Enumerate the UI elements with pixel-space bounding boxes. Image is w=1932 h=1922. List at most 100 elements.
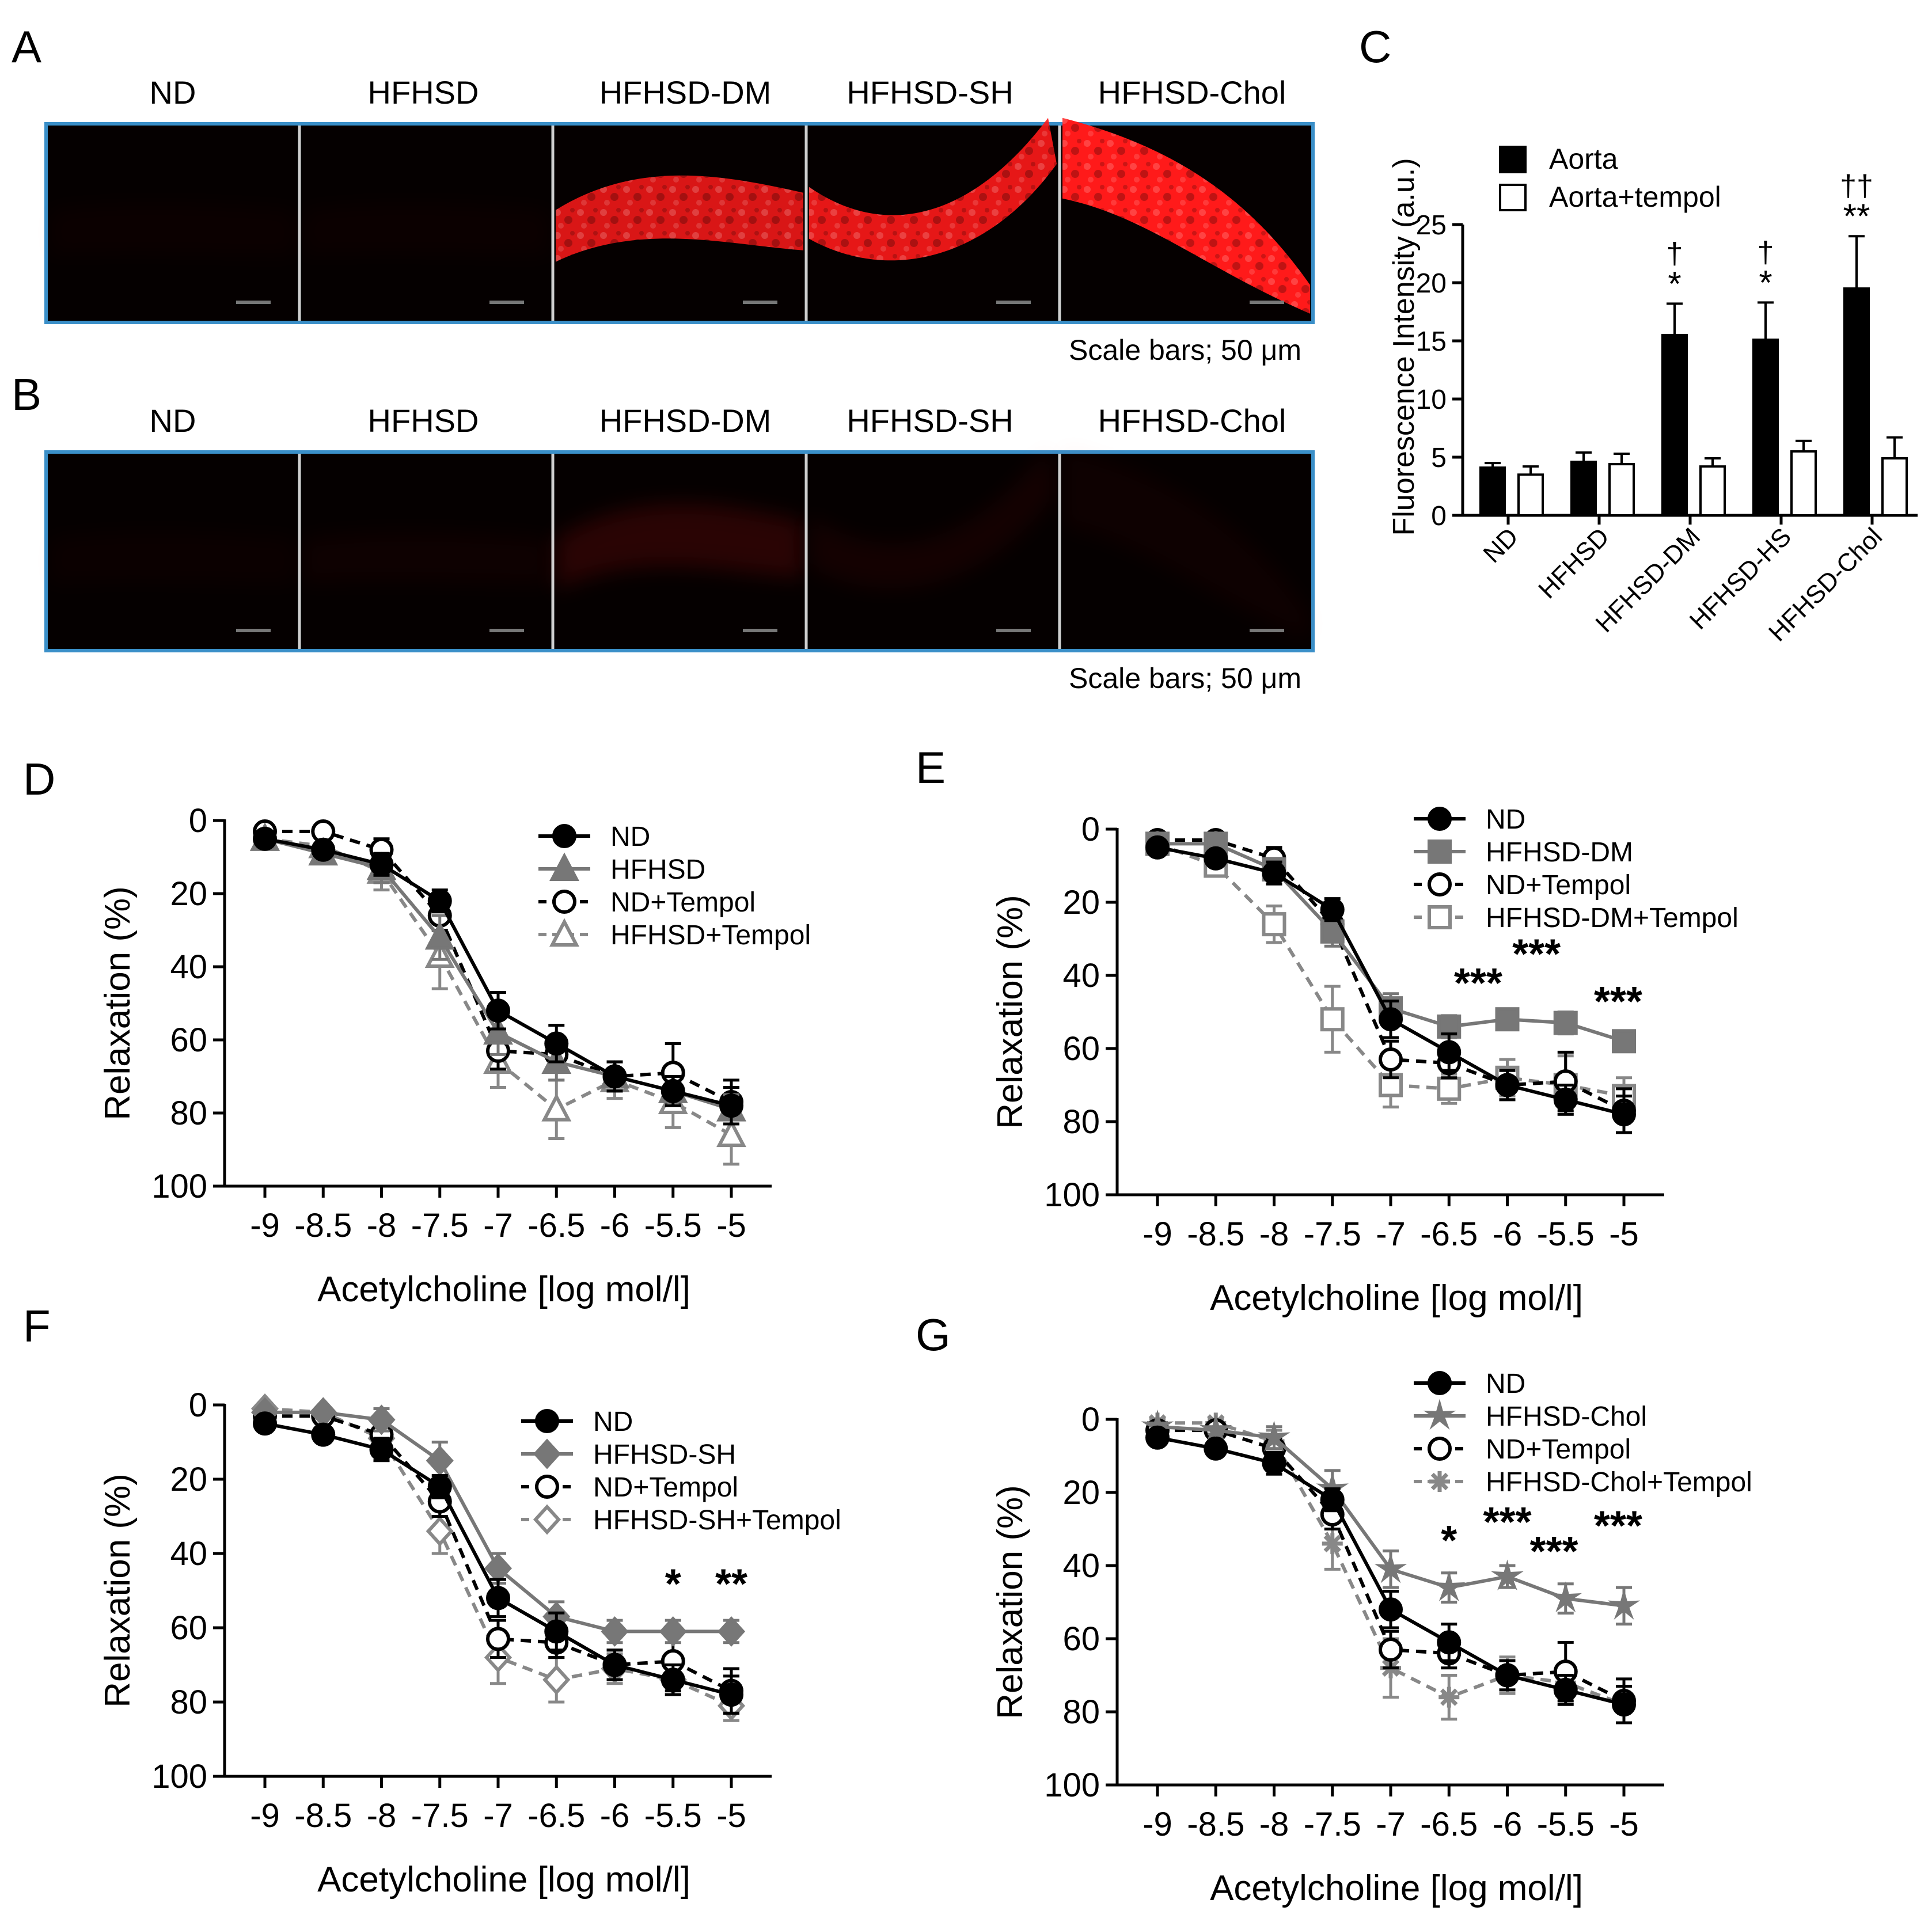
legend-label: HFHSD [610,854,705,885]
panel-label-c: C [1359,21,1391,72]
marker-circle [602,1064,627,1089]
legend-entry-1: HFHSD [538,852,705,885]
legend-entry-2: ND+Tempol [521,1472,738,1503]
x-tick-label: -5.5 [644,1207,702,1244]
marker-circle [1553,1677,1578,1702]
series-line [1156,842,1624,1098]
group-label-a-0: ND [150,74,196,111]
legend-label: ND [610,822,650,852]
group-label-b-3: HFHSD-SH [847,402,1013,439]
x-tick-label: -5.5 [644,1797,702,1834]
x-tick-label: -7 [483,1207,513,1244]
image-panel-b-4 [1058,454,1311,649]
x-tick-label: -9 [1143,1806,1172,1843]
significance-marker: ** [715,1561,747,1607]
marker-circle [1612,1692,1636,1717]
marker-square [1495,1007,1520,1032]
image-background [302,126,551,320]
marker-circle [719,1682,743,1707]
bar-Aorta+tempol [1881,457,1908,517]
x-tick-label: -6 [600,1797,630,1834]
legend-entry-2: ND+Tempol [538,887,756,918]
x-tick-label: -7.5 [411,1797,469,1834]
y-axis-label: Relaxation (%) [98,886,138,1120]
legend-label-0: Aorta [1549,143,1618,175]
legend-entry-3: HFHSD-SH+Tempol [521,1504,841,1536]
significance-star: ** [1843,197,1870,235]
y-tick-label: 25 [1416,210,1447,241]
marker-circle [427,1474,452,1499]
marker-square [1553,1011,1578,1035]
panel-label-f: F [23,1301,51,1351]
y-tick-label: 0 [1081,1401,1100,1438]
x-tick-label: -5 [716,1797,746,1834]
significance-dagger: †† [1840,169,1873,203]
marker-star [1423,1399,1456,1430]
significance-star: * [1759,263,1772,302]
x-tick-label: -7.5 [411,1207,469,1244]
bar-Aorta [1661,333,1688,517]
x-axis-label: Acetylcholine [log mol/l] [1210,1868,1583,1908]
significance-marker: * [1441,1518,1457,1564]
x-tick-label: HFHSD [1533,522,1615,604]
y-tick-label: 100 [151,1758,207,1795]
image-panel-a-4 [1058,117,1311,321]
group-label-a-3: HFHSD-SH [847,74,1013,111]
y-tick-label: 5 [1431,443,1447,473]
x-axis-label: Acetylcholine [log mol/l] [317,1860,690,1900]
panel-label-e: E [916,742,946,793]
image-panel-a-2 [551,126,804,321]
marker-circle [544,1619,569,1644]
image-background [48,126,297,320]
y-tick-label: 80 [1062,1103,1100,1141]
faint-signal [302,531,550,584]
microscopy-row-b: ND HFHSD HFHSD-DM HFHSD-SH HFHSD-Chol Scale b… [44,402,1315,694]
marker-circle [1428,872,1452,897]
marker-circle [1204,846,1228,871]
panel-label-a: A [12,21,41,72]
legend-label: HFHSD-SH+Tempol [593,1505,841,1536]
panel-label-g: G [916,1309,951,1360]
bar-Aorta [1479,466,1506,516]
marker-square [1320,1007,1345,1032]
marker-circle [1437,1040,1462,1065]
y-tick-label: 0 [189,802,207,840]
faint-signal [49,203,297,256]
y-axis-label: Relaxation (%) [990,895,1030,1129]
x-tick-label: -8.5 [294,1797,352,1834]
marker-diamond [367,1404,396,1435]
y-tick-label: 40 [1062,957,1100,994]
legend-label: ND+Tempol [593,1472,738,1503]
legend-entry-3: HFHSD+Tempol [538,918,811,951]
faint-signal [556,503,803,590]
x-tick-label: -8 [1259,1806,1289,1843]
y-tick-label: 100 [151,1168,207,1205]
marker-circle [552,890,576,914]
marker-diamond [542,1664,571,1695]
y-tick-label: 20 [1416,268,1447,299]
y-tick-label: 0 [189,1387,207,1424]
marker-circle [1495,1663,1520,1688]
x-tick-label: -7 [1376,1806,1406,1843]
image-background [48,454,297,648]
marker-circle [1437,1630,1462,1655]
scale-bar-caption-b: Scale bars; 50 μm [1069,662,1301,694]
x-tick-label: -8.5 [1187,1216,1244,1253]
panel-label-d: D [23,754,55,804]
fluorescence-texture [809,117,1057,261]
y-tick-label: 60 [1062,1620,1100,1658]
legend-entry-0: ND [538,822,650,852]
x-axis-label: Acetylcholine [log mol/l] [1210,1278,1583,1318]
marker-circle [1145,1425,1170,1450]
significance-star: * [1668,264,1681,303]
legend-entry-3: HFHSD-DM+Tempol [1414,903,1739,933]
x-tick-label: -5.5 [1537,1216,1595,1253]
y-tick-label: 0 [1081,811,1100,848]
marker-circle [1379,1007,1403,1032]
marker-triangle [716,1118,746,1148]
legend-entry-1: HFHSD-DM [1414,837,1633,868]
marker-circle [1320,1487,1345,1512]
marker-diamond [533,1504,561,1535]
marker-diamond [659,1616,687,1647]
